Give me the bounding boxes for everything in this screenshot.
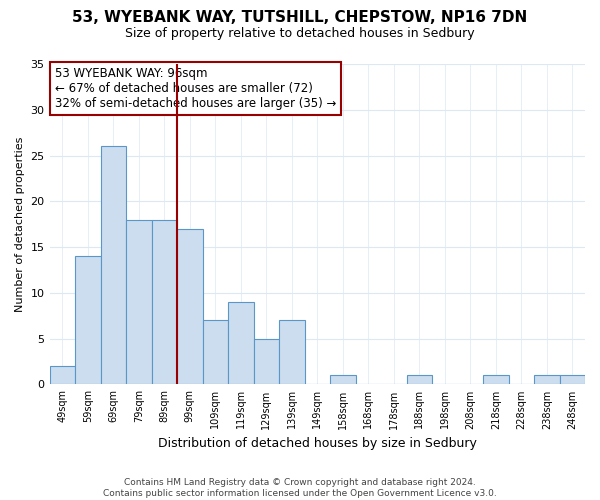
Bar [152, 220, 177, 384]
Bar [407, 376, 432, 384]
Bar [330, 376, 356, 384]
Bar [228, 302, 254, 384]
Bar [75, 256, 101, 384]
Text: 53 WYEBANK WAY: 96sqm
← 67% of detached houses are smaller (72)
32% of semi-deta: 53 WYEBANK WAY: 96sqm ← 67% of detached … [55, 67, 336, 110]
Bar [177, 229, 203, 384]
X-axis label: Distribution of detached houses by size in Sedbury: Distribution of detached houses by size … [158, 437, 477, 450]
Y-axis label: Number of detached properties: Number of detached properties [15, 136, 25, 312]
Bar [560, 376, 585, 384]
Text: 53, WYEBANK WAY, TUTSHILL, CHEPSTOW, NP16 7DN: 53, WYEBANK WAY, TUTSHILL, CHEPSTOW, NP1… [73, 10, 527, 25]
Text: Contains HM Land Registry data © Crown copyright and database right 2024.
Contai: Contains HM Land Registry data © Crown c… [103, 478, 497, 498]
Bar [483, 376, 509, 384]
Bar [254, 338, 279, 384]
Text: Size of property relative to detached houses in Sedbury: Size of property relative to detached ho… [125, 28, 475, 40]
Bar [279, 320, 305, 384]
Bar [534, 376, 560, 384]
Bar [50, 366, 75, 384]
Bar [126, 220, 152, 384]
Bar [101, 146, 126, 384]
Bar [203, 320, 228, 384]
